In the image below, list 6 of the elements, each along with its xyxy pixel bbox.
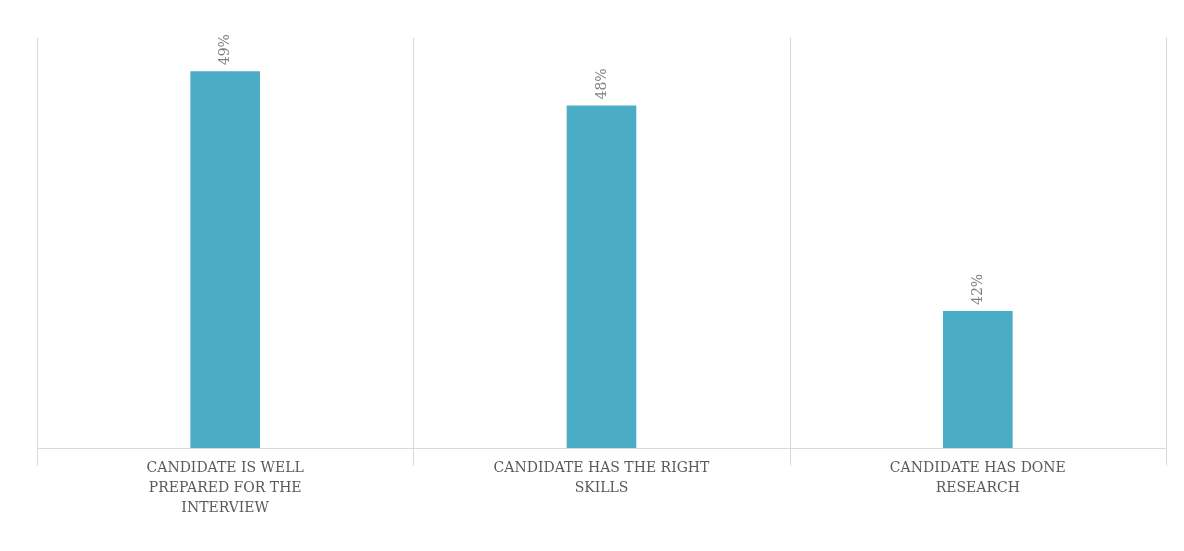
data-label: 49% xyxy=(216,34,233,66)
data-label: 42% xyxy=(968,273,985,305)
x-tick-label: CANDIDATE HAS THE RIGHT SKILLS xyxy=(493,459,711,495)
data-label: 48% xyxy=(592,68,609,100)
x-tick-label: CANDIDATE IS WELL PREPARED FOR THE INTERVIEW xyxy=(146,459,304,515)
x-tick-label: CANDIDATE HAS DONE RESEARCH xyxy=(889,459,1066,495)
